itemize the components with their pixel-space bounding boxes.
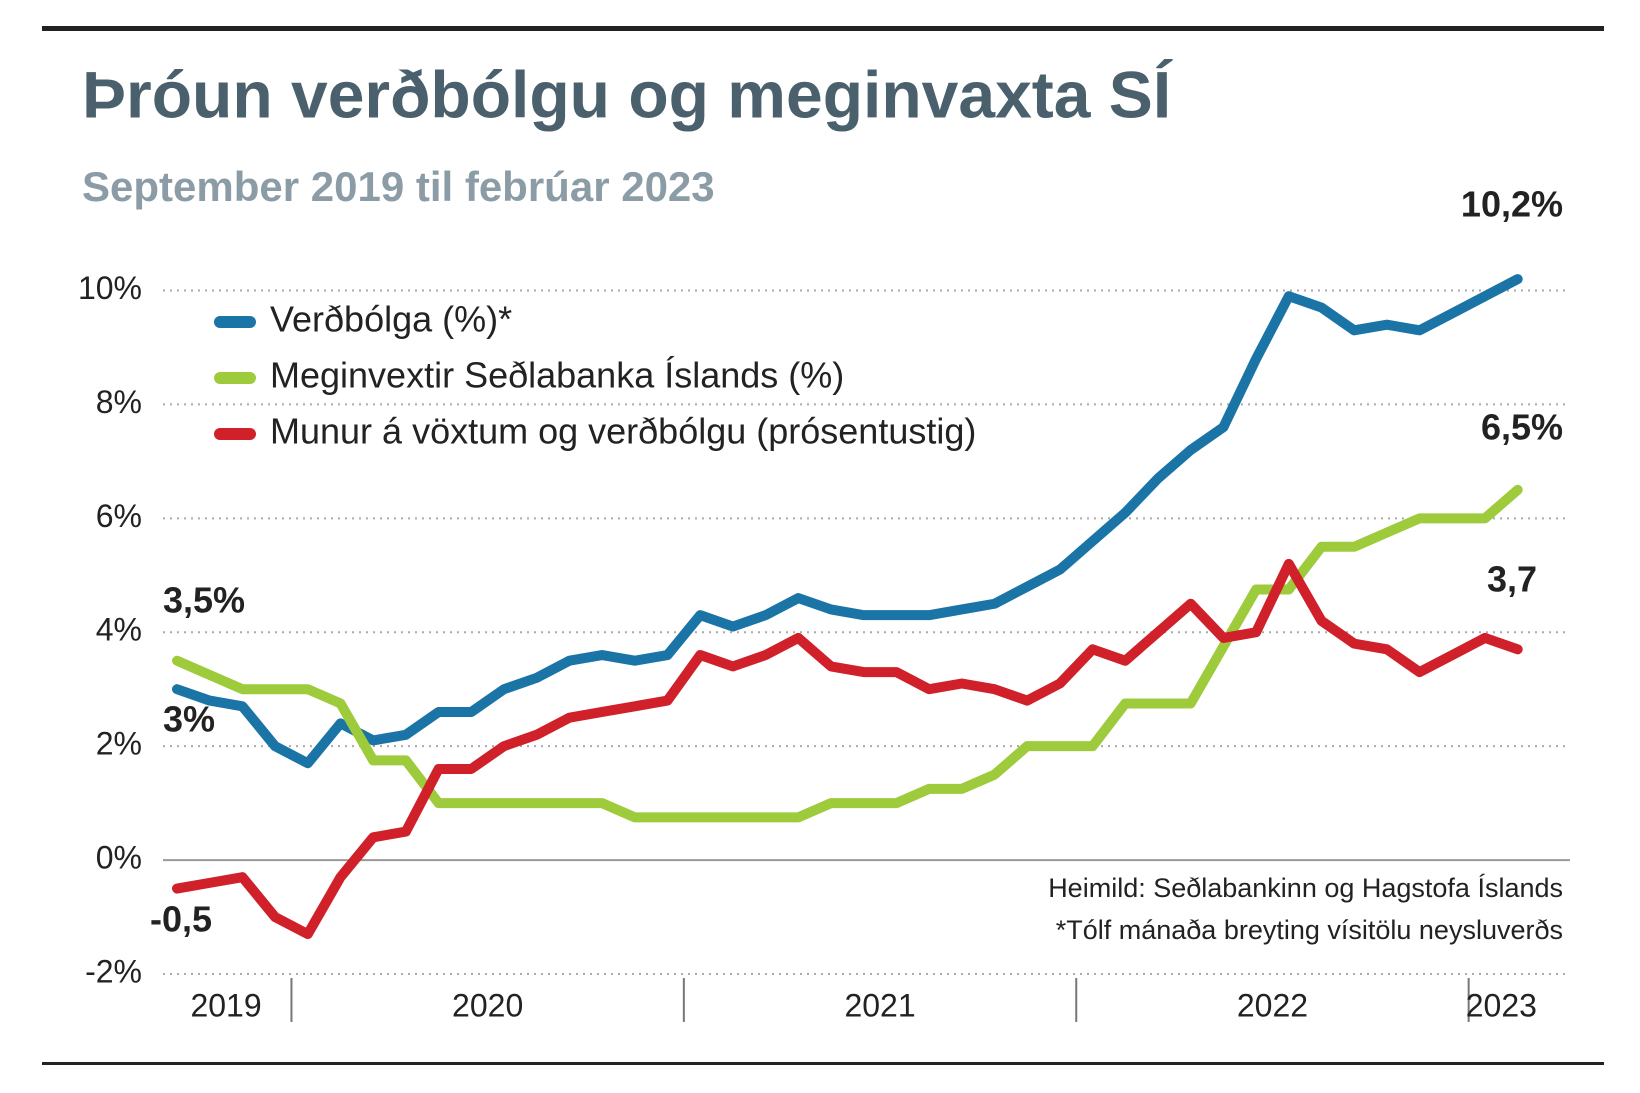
y-tick-label: 0% <box>96 840 142 876</box>
x-tick-label: 2021 <box>844 987 915 1023</box>
bottom-rule <box>42 1062 1604 1065</box>
annotation: 3,5% <box>163 580 245 621</box>
chart-title: Þróun verðbólgu og meginvaxta SÍ <box>82 57 1173 131</box>
y-tick-label: 2% <box>96 726 142 762</box>
x-tick-label: 2019 <box>190 987 261 1023</box>
y-tick-label: 8% <box>96 384 142 420</box>
x-tick-label: 2022 <box>1237 987 1308 1023</box>
annotation: 3% <box>163 699 215 740</box>
chart-subtitle: September 2019 til febrúar 2023 <box>82 163 715 210</box>
top-rule <box>42 26 1604 31</box>
source-note: *Tólf mánaða breyting vísitölu neysluver… <box>1056 915 1563 945</box>
series-line <box>172 274 1523 769</box>
y-tick-label: -2% <box>85 953 142 989</box>
legend-label: Verðbólga (%)* <box>270 299 512 340</box>
annotation: 6,5% <box>1481 407 1563 448</box>
y-tick-label: 10% <box>78 270 142 306</box>
annotation: 3,7 <box>1487 559 1537 600</box>
legend-label: Munur á vöxtum og verðbólgu (prósentusti… <box>270 411 976 452</box>
y-tick-label: 6% <box>96 498 142 534</box>
annotation: -0,5 <box>150 899 212 940</box>
series-line <box>172 558 1523 940</box>
annotation: 10,2% <box>1461 184 1563 225</box>
x-tick-label: 2020 <box>452 987 523 1023</box>
legend-label: Meginvextir Seðlabanka Íslands (%) <box>270 355 844 396</box>
y-tick-label: 4% <box>96 612 142 648</box>
series-line <box>172 484 1523 823</box>
x-tick-label: 2023 <box>1466 987 1537 1023</box>
source-note: Heimild: Seðlabankinn og Hagstofa Ísland… <box>1048 873 1563 903</box>
